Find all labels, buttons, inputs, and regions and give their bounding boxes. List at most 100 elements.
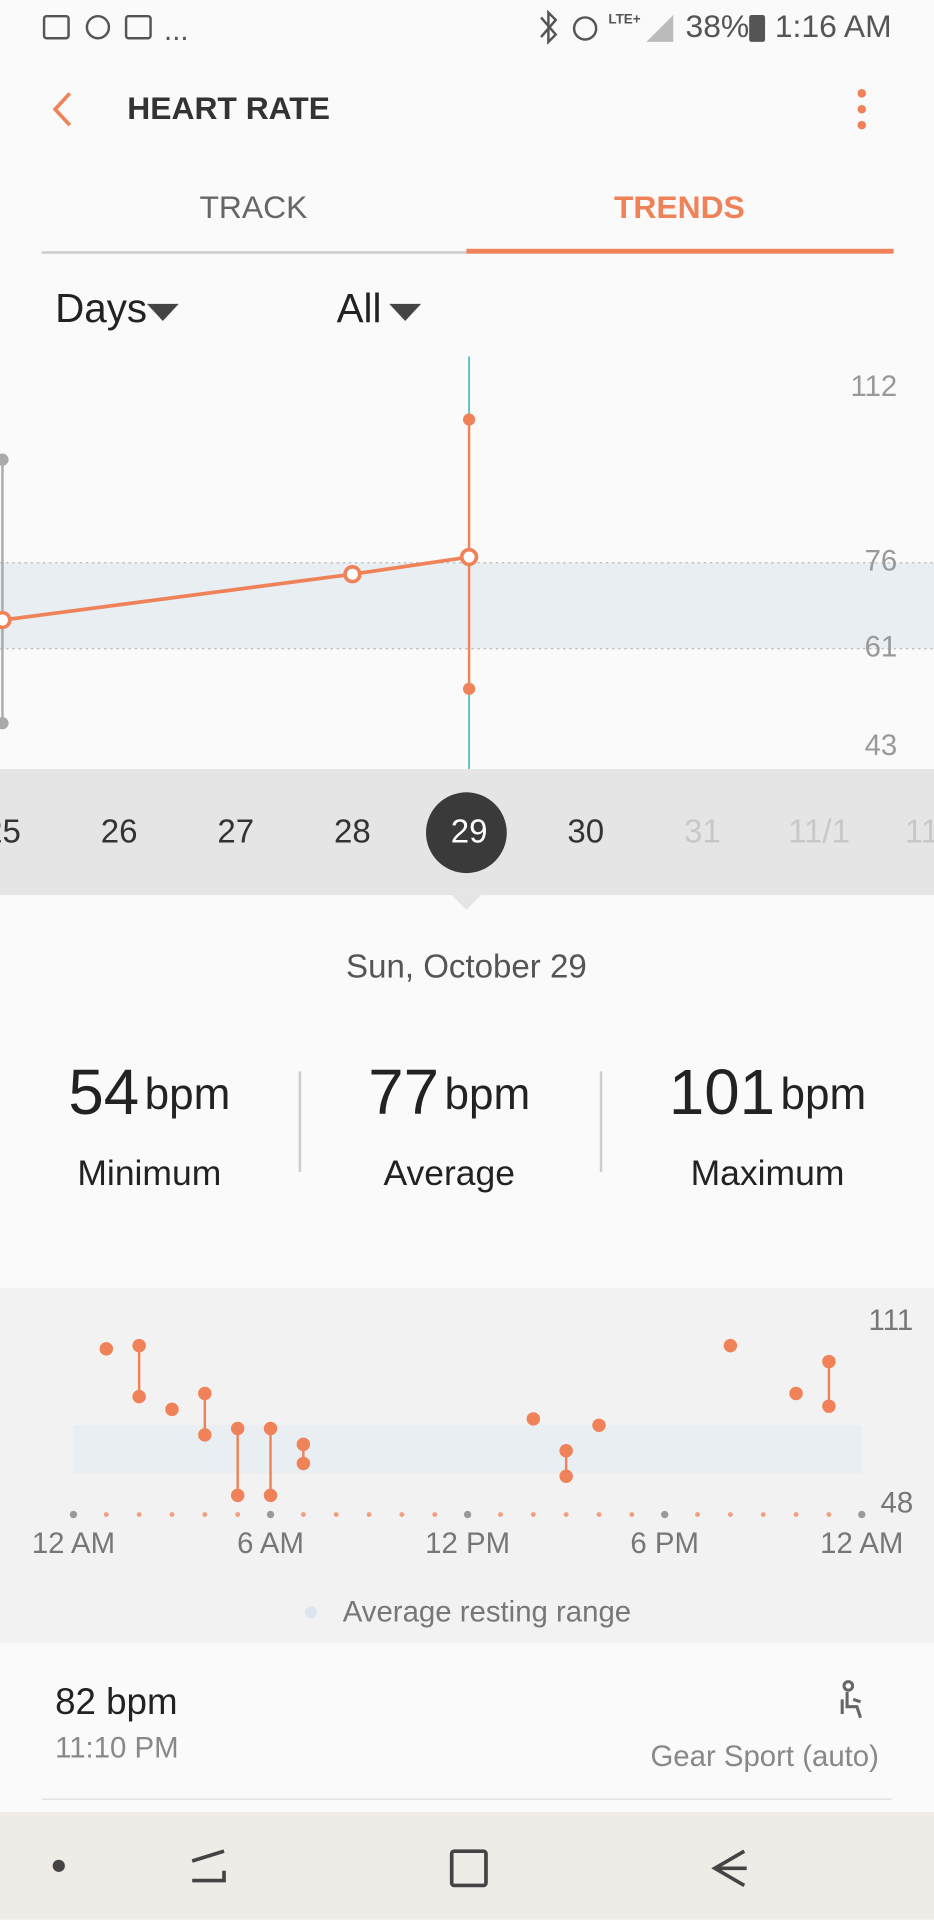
date-label: 11/2 bbox=[905, 814, 934, 851]
min-point bbox=[198, 1428, 212, 1442]
min-point bbox=[132, 1389, 146, 1404]
min-point bbox=[296, 1456, 311, 1471]
max-point bbox=[263, 1421, 278, 1436]
back-button[interactable] bbox=[52, 92, 72, 127]
date-label: 11/1 bbox=[788, 814, 850, 851]
tab[interactable]: TRACK bbox=[199, 189, 307, 225]
divider bbox=[41, 1798, 893, 1800]
stat-unit: bpm bbox=[445, 1070, 531, 1119]
x-tick-label: 12 PM bbox=[425, 1527, 510, 1560]
min-point bbox=[559, 1469, 573, 1484]
x-tick-label: 6 PM bbox=[630, 1527, 699, 1560]
max-point bbox=[230, 1421, 245, 1436]
stat-number: 101 bbox=[669, 1057, 775, 1128]
tab-indicator bbox=[466, 248, 894, 254]
point bbox=[165, 1402, 179, 1417]
point bbox=[723, 1338, 738, 1353]
max-point bbox=[132, 1338, 146, 1353]
avg-line bbox=[352, 555, 470, 577]
x-tick bbox=[661, 1510, 669, 1519]
hour-dot bbox=[136, 1512, 142, 1517]
x-tick-label: 12 AM bbox=[32, 1527, 115, 1560]
reading-unit: bpm bbox=[106, 1681, 177, 1722]
stat-value: 54 bpm bbox=[68, 1057, 230, 1128]
resting-band bbox=[0, 562, 934, 649]
x-tick bbox=[858, 1510, 866, 1519]
hour-dot bbox=[498, 1512, 503, 1517]
legend-swatch bbox=[304, 1606, 318, 1619]
hour-dot bbox=[300, 1512, 306, 1517]
max-point bbox=[296, 1437, 311, 1452]
tab-divider bbox=[41, 251, 468, 254]
stat-label: Minimum bbox=[77, 1153, 221, 1193]
battery-icon bbox=[749, 14, 766, 42]
date-label: 26 bbox=[101, 814, 138, 851]
hour-dot bbox=[563, 1512, 569, 1517]
nav-bar bbox=[0, 1811, 934, 1920]
period-filter[interactable]: Days bbox=[55, 285, 147, 331]
max-point bbox=[198, 1386, 212, 1401]
avg-point bbox=[0, 610, 12, 630]
sitting-icon bbox=[840, 1680, 863, 1719]
last-reading-time: 11:10 PM bbox=[55, 1731, 179, 1764]
reading-source: Gear Sport (auto) bbox=[650, 1740, 878, 1773]
max-point bbox=[462, 413, 476, 426]
hour-dot bbox=[793, 1512, 799, 1517]
date-label: 27 bbox=[217, 814, 254, 851]
divider bbox=[599, 1071, 603, 1172]
hour-dot bbox=[826, 1512, 832, 1517]
back-nav-button[interactable] bbox=[711, 1849, 747, 1888]
x-tick-label: 6 AM bbox=[237, 1527, 304, 1560]
hour-dot bbox=[333, 1512, 339, 1517]
home-button[interactable] bbox=[449, 1849, 488, 1888]
y-tick-label: 48 bbox=[881, 1486, 914, 1519]
hour-dot bbox=[727, 1512, 733, 1517]
min-point bbox=[0, 717, 9, 730]
y-tick-label: 76 bbox=[865, 545, 898, 578]
y-tick-label: 43 bbox=[865, 729, 898, 762]
stat-number: 54 bbox=[68, 1057, 139, 1128]
y-tick-label: 61 bbox=[865, 630, 898, 663]
min-point bbox=[822, 1399, 836, 1413]
y-tick-label: 111 bbox=[869, 1304, 914, 1337]
dropdown-arrow bbox=[389, 303, 422, 322]
stat-label: Average bbox=[383, 1153, 515, 1193]
avg-point bbox=[459, 547, 479, 567]
hour-dot bbox=[103, 1512, 109, 1517]
x-tick bbox=[463, 1510, 472, 1519]
y-tick-label: 112 bbox=[850, 370, 897, 403]
legend-label: Average resting range bbox=[343, 1595, 631, 1628]
date-label: 25 bbox=[0, 814, 21, 851]
hour-dot bbox=[530, 1512, 536, 1517]
hour-dot bbox=[202, 1512, 208, 1517]
screen-title: HEART RATE bbox=[127, 90, 330, 126]
stat-label: Maximum bbox=[691, 1153, 845, 1193]
hour-dot bbox=[629, 1512, 635, 1517]
status-icons bbox=[42, 9, 598, 45]
source-filter[interactable]: All bbox=[337, 285, 382, 331]
network: LTE+ bbox=[608, 11, 640, 26]
max-point bbox=[559, 1444, 573, 1458]
stat-unit: bpm bbox=[145, 1070, 231, 1119]
more-menu[interactable] bbox=[857, 89, 867, 130]
nav-dot bbox=[52, 1859, 65, 1872]
recents-button[interactable] bbox=[191, 1849, 226, 1883]
reading-number: 82 bbox=[55, 1681, 96, 1722]
trend-chart: 43 61 76 112 25 26 27 28 29 30 31 11/1 11/2 bbox=[0, 356, 934, 851]
resting-band bbox=[73, 1425, 862, 1474]
clock: 1:16 AM bbox=[775, 8, 892, 44]
tab-selected[interactable]: TRENDS bbox=[614, 189, 745, 225]
hour-dot bbox=[366, 1512, 372, 1517]
last-reading-value[interactable]: 82 bpm bbox=[55, 1681, 177, 1722]
point bbox=[789, 1386, 803, 1401]
hour-dot bbox=[596, 1512, 602, 1517]
stat-value: 77 bpm bbox=[368, 1057, 530, 1128]
hour-dot bbox=[760, 1512, 766, 1517]
point bbox=[99, 1342, 114, 1356]
avg-line bbox=[2, 572, 353, 622]
x-tick bbox=[69, 1510, 78, 1519]
status-more: ... bbox=[164, 14, 188, 47]
avg-point bbox=[343, 565, 362, 584]
